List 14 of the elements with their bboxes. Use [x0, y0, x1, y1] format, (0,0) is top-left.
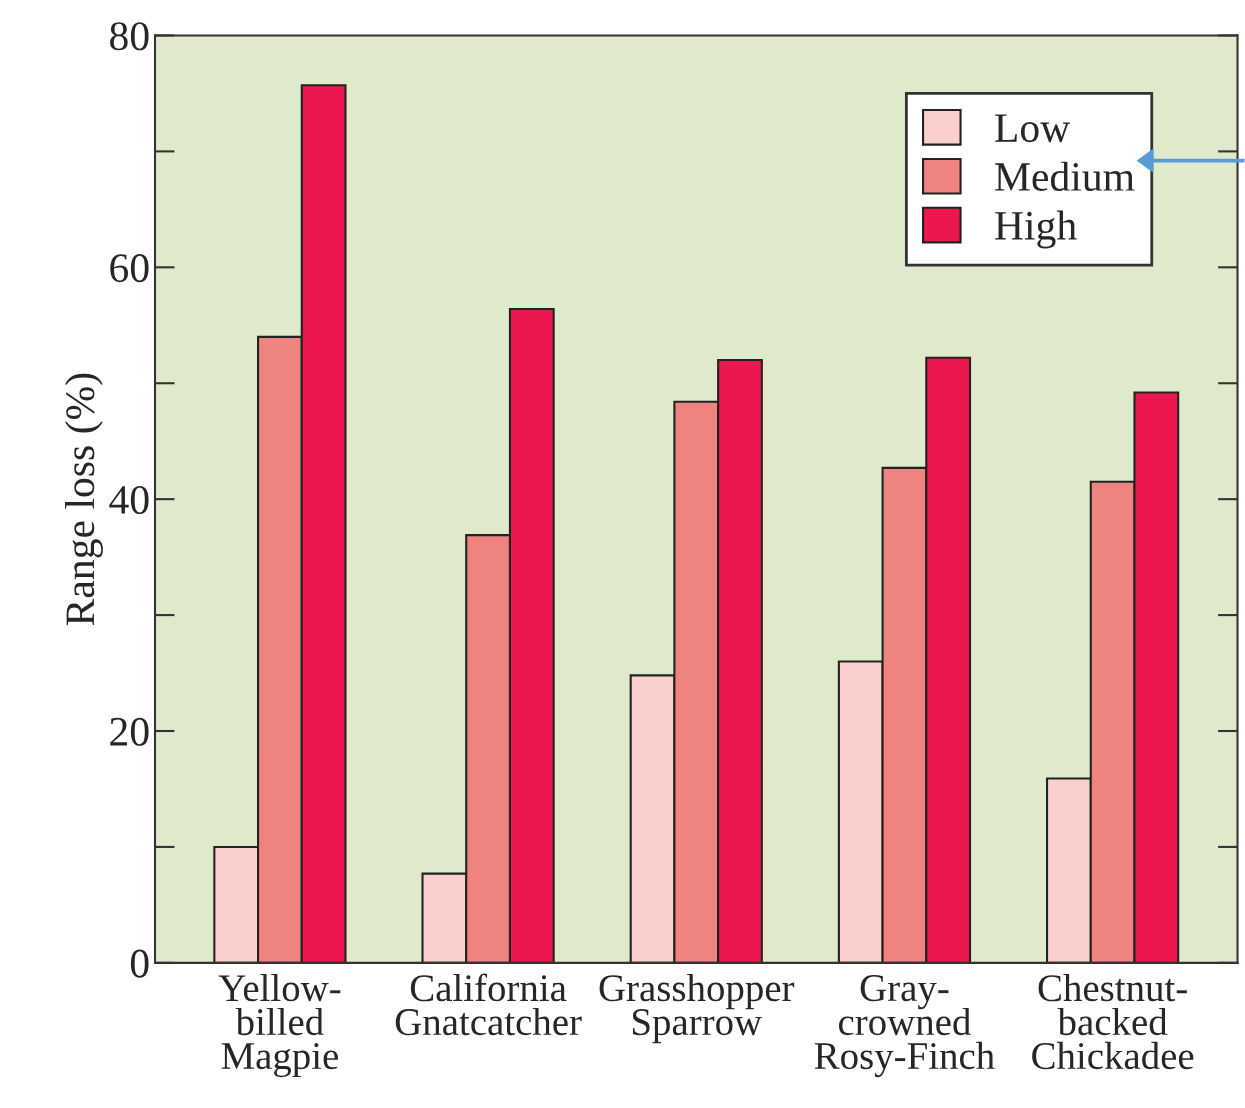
y-tick-label: 80: [110, 22, 149, 51]
y-axis-title: Range loss (%): [65, 373, 103, 626]
legend-label: High: [995, 210, 1077, 249]
x-tick-label: California Gnatcatcher: [395, 973, 582, 1036]
legend-label: Medium: [995, 161, 1135, 191]
x-tick-label: Yellow- billed Magpie: [218, 973, 341, 1078]
y-tick-label: 0: [130, 949, 149, 978]
legend-label: Low: [995, 114, 1071, 143]
y-tick-label: 40: [109, 485, 149, 515]
y-tick-label: 60: [110, 254, 149, 283]
x-tick-label: Chestnut- backed Chickadee: [1032, 973, 1194, 1070]
x-tick-label: Gray- crowned Rosy-Finch: [814, 975, 995, 1078]
x-tick-label: Grasshopper Sparrow: [599, 973, 795, 1044]
y-tick-label: 20: [110, 717, 149, 746]
